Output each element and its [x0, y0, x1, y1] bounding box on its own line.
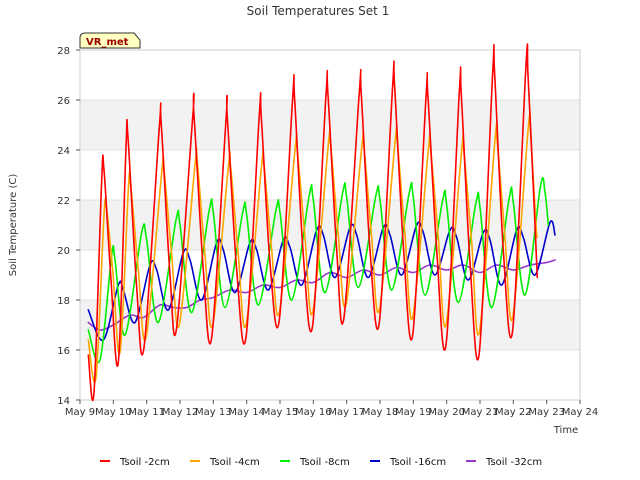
series-line-tsoil-4cm	[87, 111, 539, 383]
grid-band	[80, 200, 580, 250]
x-axis-title: Time	[553, 425, 578, 436]
series-line-tsoil-32cm	[87, 259, 556, 331]
grid-band	[80, 350, 580, 400]
legend-label: Tsoil -16cm	[389, 457, 446, 468]
x-tick-label: May 11	[128, 407, 165, 418]
y-tick-label: 18	[57, 296, 70, 307]
series-line-tsoil-8cm	[87, 177, 550, 364]
legend: Tsoil -2cm Tsoil -4cm Tsoil -8cm Tsoil -16c…	[100, 457, 542, 468]
x-tick-label: May 22	[495, 407, 532, 418]
plot-frame	[79, 49, 581, 401]
x-tick-label: May 19	[395, 407, 432, 418]
x-tick-label: May 17	[328, 407, 365, 418]
legend-label: Tsoil -8cm	[299, 457, 350, 468]
x-tick-label: May 16	[295, 407, 332, 418]
x-tick-label: May 21	[462, 407, 499, 418]
x-tick-label: May 23	[528, 407, 565, 418]
legend-label: Tsoil -32cm	[485, 457, 542, 468]
y-tick-label: 26	[57, 96, 70, 107]
y-tick-label: 14	[57, 396, 70, 407]
y-tick-label: 22	[57, 196, 70, 207]
series-line-tsoil-2cm	[87, 43, 539, 402]
x-tick-label: May 20	[428, 407, 465, 418]
x-tick-label: May 14	[228, 407, 265, 418]
grid-bands	[80, 49, 580, 401]
x-tick-label: May 18	[362, 407, 399, 418]
y-tick-label: 24	[57, 146, 70, 157]
station-badge-box	[79, 32, 141, 49]
x-tick-label: May 12	[162, 407, 199, 418]
grid-band	[80, 300, 580, 350]
x-tick-label: May 15	[262, 407, 299, 418]
legend-label: Tsoil -2cm	[119, 457, 170, 468]
y-tick-label: 20	[57, 246, 70, 257]
legend-label: Tsoil -4cm	[209, 457, 260, 468]
x-tick-label: May 13	[195, 407, 232, 418]
x-tick-label: May 24	[562, 407, 599, 418]
station-badge: VR_met	[79, 32, 141, 49]
x-tick-label: May 9	[65, 407, 95, 418]
chart-title: Soil Temperatures Set 1	[247, 4, 390, 18]
y-axis-title: Soil Temperature (C)	[8, 174, 19, 277]
series-lines	[87, 43, 556, 402]
grid-band	[80, 50, 580, 100]
y-tick-label: 28	[57, 46, 70, 57]
series-line-tsoil-16cm	[87, 220, 556, 341]
x-tick-label: May 10	[95, 407, 132, 418]
y-tick-label: 16	[57, 346, 70, 357]
station-badge-label: VR_met	[86, 37, 129, 48]
